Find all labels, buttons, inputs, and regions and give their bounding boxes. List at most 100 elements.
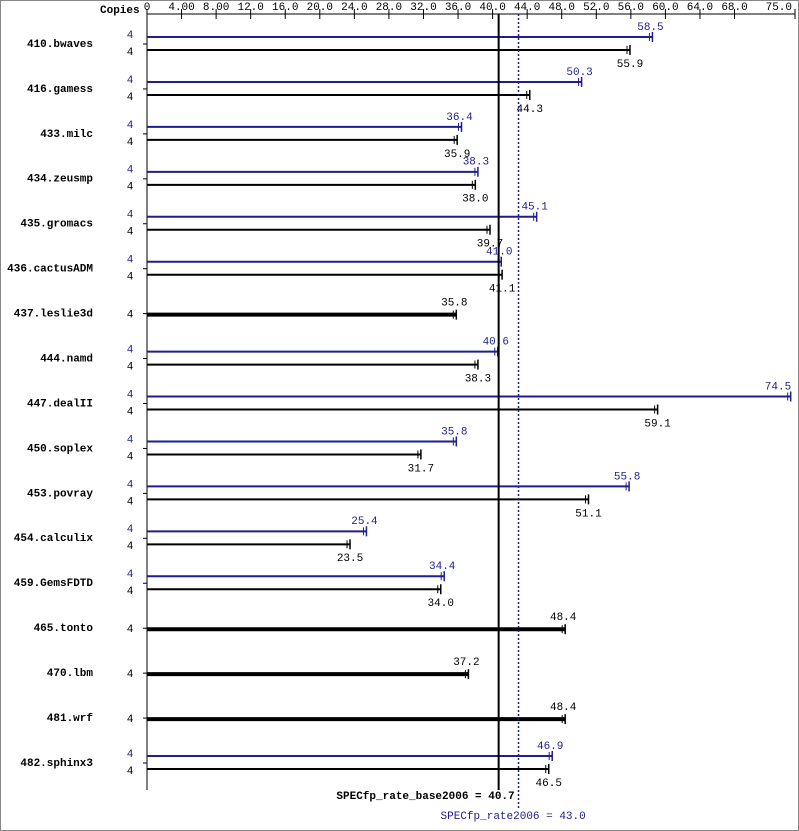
copies: 4	[127, 210, 134, 222]
copies: 4	[127, 92, 134, 104]
x-tick-label: 8.00	[203, 2, 229, 14]
x-tick-label: 32.0	[410, 2, 436, 14]
copies: 4	[127, 30, 134, 42]
x-tick-label: 64.0	[687, 2, 713, 14]
x-tick-label: 52.0	[583, 2, 609, 14]
copies: 4	[127, 389, 134, 401]
copies: 4	[127, 496, 134, 508]
benchmark-name: 450.soplex	[27, 443, 93, 455]
copies: 4	[127, 47, 134, 59]
copies: 4	[127, 182, 134, 194]
value-label: 40.6	[483, 336, 509, 348]
x-tick-label: 56.0	[618, 2, 644, 14]
copies: 4	[127, 714, 134, 726]
copies: 4	[127, 586, 134, 598]
value-label: 34.0	[428, 598, 454, 610]
x-tick-label: 40.0	[479, 2, 505, 14]
copies: 4	[127, 137, 134, 149]
value-label: 46.9	[537, 741, 563, 753]
benchmark-name: 416.gamess	[27, 84, 93, 96]
x-tick-label: 44.0	[514, 2, 540, 14]
copies: 4	[127, 406, 134, 418]
x-tick-label: 36.0	[445, 2, 471, 14]
x-tick-label: 16.0	[272, 2, 298, 14]
copies: 4	[127, 479, 134, 491]
copies: 4	[127, 569, 134, 581]
value-label: 31.7	[408, 463, 434, 475]
value-label: 58.5	[637, 22, 663, 34]
benchmark-name: 435.gromacs	[20, 219, 93, 231]
value-label: 46.5	[536, 778, 562, 790]
value-label: 38.3	[463, 157, 489, 169]
benchmark-name: 434.zeusmp	[27, 174, 93, 186]
copies: 4	[127, 434, 134, 446]
value-label: 41.1	[489, 284, 516, 296]
value-label: 35.8	[441, 426, 467, 438]
value-label: 48.4	[550, 612, 577, 624]
copies: 4	[127, 541, 134, 553]
value-label: 45.1	[521, 202, 548, 214]
copies: 4	[127, 624, 134, 636]
value-label: 55.9	[617, 59, 643, 71]
copies: 4	[127, 344, 134, 356]
copies: 4	[127, 272, 134, 284]
benchmark-name: 482.sphinx3	[20, 758, 93, 770]
copies: 4	[127, 749, 134, 761]
x-tick-label: 4.00	[168, 2, 194, 14]
x-tick-label: 12.0	[237, 2, 263, 14]
peak-metric-label: SPECfp_rate2006 = 43.0	[441, 811, 586, 823]
benchmark-name: 470.lbm	[47, 668, 94, 680]
copies: 4	[127, 75, 134, 87]
copies: 4	[127, 165, 134, 177]
benchmark-name: 453.povray	[27, 488, 93, 500]
benchmark-name: 433.milc	[40, 129, 93, 141]
value-label: 74.5	[765, 381, 791, 393]
benchmark-name: 410.bwaves	[27, 39, 93, 51]
benchmark-name: 454.calculix	[14, 533, 94, 545]
value-label: 35.9	[444, 149, 470, 161]
value-label: 36.4	[446, 112, 473, 124]
value-label: 34.4	[429, 561, 456, 573]
benchmark-name: 481.wrf	[47, 713, 94, 725]
base-metric-label: SPECfp_rate_base2006 = 40.7	[336, 791, 514, 803]
value-label: 38.3	[465, 373, 491, 385]
benchmark-name: 465.tonto	[34, 623, 94, 635]
copies: 4	[127, 255, 134, 267]
x-tick-label: 60.0	[652, 2, 678, 14]
value-label: 48.4	[550, 702, 577, 714]
x-tick-label: 75.0	[766, 2, 792, 14]
copies: 4	[127, 524, 134, 536]
benchmark-name: 437.leslie3d	[14, 309, 93, 321]
x-tick-label: 20.0	[307, 2, 333, 14]
benchmark-name: 459.GemsFDTD	[14, 578, 94, 590]
benchmark-name: 444.namd	[40, 353, 93, 365]
copies: 4	[127, 310, 134, 322]
x-tick-label: 48.0	[549, 2, 575, 14]
copies: 4	[127, 766, 134, 778]
value-label: 37.2	[453, 657, 479, 669]
value-label: 38.0	[462, 194, 488, 206]
x-tick-label: 24.0	[341, 2, 367, 14]
benchmark-name: 447.dealII	[27, 398, 93, 410]
value-label: 51.1	[575, 508, 602, 520]
value-label: 44.3	[517, 104, 543, 116]
value-label: 25.4	[351, 516, 378, 528]
copies: 4	[127, 669, 134, 681]
x-tick-label: 28.0	[376, 2, 402, 14]
copies: 4	[127, 451, 134, 463]
x-tick-label: 0	[144, 2, 151, 14]
benchmark-name: 436.cactusADM	[7, 264, 93, 276]
value-label: 35.8	[441, 298, 467, 310]
copies: 4	[127, 361, 134, 373]
x-tick-label: 68.0	[721, 2, 747, 14]
copies: 4	[127, 227, 134, 239]
value-label: 23.5	[337, 553, 363, 565]
value-label: 39.7	[477, 239, 503, 251]
value-label: 55.8	[614, 471, 640, 483]
copies-header: Copies	[100, 5, 140, 17]
value-label: 50.3	[566, 67, 592, 79]
copies: 4	[127, 120, 134, 132]
value-label: 59.1	[644, 418, 671, 430]
